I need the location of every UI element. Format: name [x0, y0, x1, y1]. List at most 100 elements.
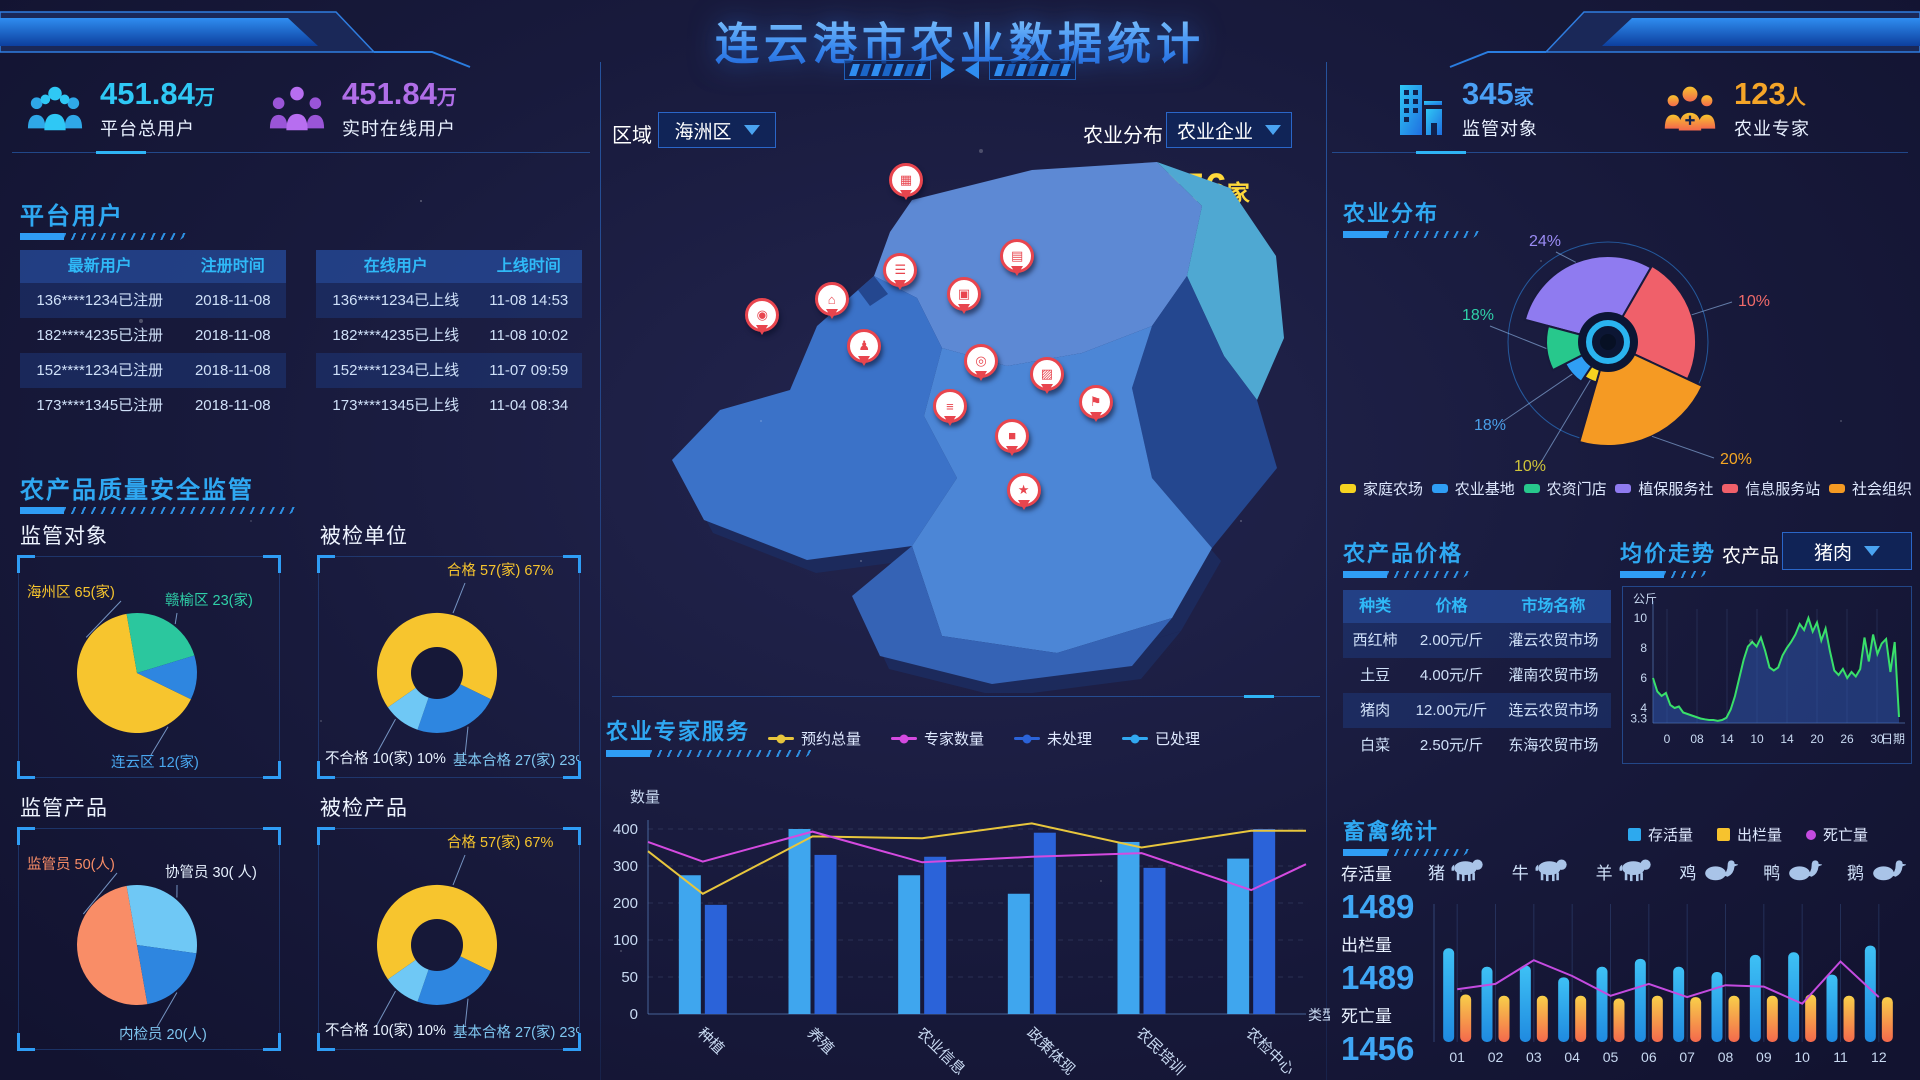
product-select[interactable]: 猪肉 [1782, 532, 1912, 570]
legend-item-信息服务站[interactable]: 信息服务站 [1722, 478, 1820, 499]
map-pin-image[interactable]: ▨ [1029, 356, 1064, 391]
bar-已处理 [788, 829, 811, 1014]
map-pin-globe[interactable]: ◉ [745, 298, 780, 333]
map-pin-building[interactable]: ■ [995, 418, 1030, 453]
svg-text:26: 26 [1840, 732, 1854, 746]
animal-羊[interactable]: 羊 [1596, 856, 1655, 887]
animal-label: 鹅 [1846, 864, 1864, 883]
legend-item-已处理[interactable]: 已处理 [1122, 728, 1200, 749]
table-cell: 136****1234已注册 [36, 292, 164, 309]
legend-item-出栏量[interactable]: 出栏量 [1717, 824, 1782, 845]
legend-item-农业基地[interactable]: 农业基地 [1431, 478, 1515, 499]
bar-存活量 [1558, 977, 1570, 1042]
map-pin-factory[interactable]: ▣ [947, 277, 982, 312]
animal-鹅[interactable]: 鹅 [1846, 856, 1907, 887]
svg-text:02: 02 [1488, 1049, 1504, 1065]
section-title-expert-service: 农业专家服务 [606, 719, 751, 744]
slice-label: 基本合格 27(家) 23% [453, 1024, 579, 1041]
svg-text:10: 10 [1634, 611, 1648, 625]
slice-label: 基本合格 27(家) 23% [453, 752, 579, 769]
bar-存活量 [1634, 958, 1646, 1042]
bar-未处理 [1033, 832, 1056, 1014]
bar-存活量 [1443, 948, 1455, 1042]
table-row: 136****1234已上线 11-08 14:53 [316, 283, 582, 318]
slice-label: 合格 57(家) 67% [447, 562, 553, 579]
distribution-select[interactable]: 农业企业 [1166, 112, 1292, 148]
table-cell: 182****4235已注册 [36, 327, 164, 344]
section-decoration [1343, 849, 1473, 856]
svg-text:10: 10 [1750, 732, 1764, 746]
map-pin-document[interactable]: ≡ [932, 389, 967, 424]
svg-text:6: 6 [1640, 671, 1647, 685]
legend-item-社会组织[interactable]: 社会组织 [1828, 478, 1912, 499]
map-pin-star[interactable]: ★ [1006, 472, 1041, 507]
line-专家数量 [647, 830, 1307, 892]
legend-marker [1806, 829, 1817, 840]
map-pin-list[interactable]: ☰ [883, 253, 918, 288]
legend-marker [1340, 484, 1356, 493]
legend-item-未处理[interactable]: 未处理 [1014, 728, 1092, 749]
svg-text:20: 20 [1810, 732, 1824, 746]
legend-item-预约总量[interactable]: 预约总量 [768, 728, 861, 749]
region-select[interactable]: 海洲区 [658, 112, 776, 148]
livestock-stat-存活量: 存活量 1489 [1341, 865, 1415, 925]
animal-icon [1449, 856, 1487, 887]
animal-猪[interactable]: 猪 [1428, 856, 1487, 887]
animal-鸡[interactable]: 鸡 [1679, 856, 1740, 887]
section-decoration [1343, 231, 1483, 238]
table-cell: 2.00元/斤 [1419, 632, 1484, 649]
svg-text:11: 11 [1833, 1049, 1848, 1065]
animal-icon [1533, 856, 1571, 887]
map-pin-person[interactable]: ♟ [847, 329, 882, 364]
map-pin-home[interactable]: ⌂ [814, 282, 849, 317]
stat-total-users: 451.84万 平台总用户 [26, 78, 215, 141]
animal-label: 牛 [1511, 864, 1529, 883]
legend-marker [1717, 828, 1731, 841]
region-select-value: 海洲区 [674, 121, 732, 143]
legend-item-存活量[interactable]: 存活量 [1628, 824, 1693, 845]
svg-text:0: 0 [1664, 732, 1671, 746]
header-emblem [844, 60, 1076, 80]
map-pin-grid[interactable]: ▦ [888, 163, 923, 198]
table-cell: 136****1234已上线 [332, 292, 460, 309]
legend-item-家庭农场[interactable]: 家庭农场 [1340, 478, 1423, 499]
animal-牛[interactable]: 牛 [1512, 856, 1571, 887]
column-header: 上线时间 [496, 258, 561, 275]
bar-已处理 [678, 875, 701, 1014]
svg-text:200: 200 [613, 895, 638, 912]
x-category: 养殖 [804, 1025, 837, 1058]
livestock-stat-出栏量: 出栏量 1489 [1341, 936, 1415, 996]
section-title-distribution: 农业分布 [1343, 201, 1440, 226]
svg-text:8: 8 [1640, 641, 1647, 655]
stat-supervised: 345家 监管对象 [1394, 78, 1538, 141]
map-pin-flag[interactable]: ⚑ [1078, 384, 1113, 419]
svg-text:400: 400 [613, 821, 638, 838]
table-cell: 2018-11-08 [194, 397, 271, 414]
bar-存活量 [1519, 965, 1531, 1042]
legend-item-专家数量[interactable]: 专家数量 [891, 728, 984, 749]
legend-item-死亡量[interactable]: 死亡量 [1806, 824, 1868, 845]
legend-label: 社会组织 [1851, 481, 1912, 498]
slice-label: 不合格 10(家) 10% [325, 1022, 446, 1039]
table-cell: 4.00元/斤 [1419, 667, 1484, 684]
svg-text:3.3: 3.3 [1630, 712, 1647, 726]
svg-text:0: 0 [630, 1006, 638, 1023]
column-header: 最新用户 [67, 258, 132, 275]
map-pin-location[interactable]: ◎ [964, 344, 999, 379]
animal-鸭[interactable]: 鸭 [1763, 856, 1824, 887]
legend-item-农资门店[interactable]: 农资门店 [1523, 478, 1607, 499]
table-cell: 173****1345已上线 [332, 397, 460, 414]
slice-label: 合格 57(家) 67% [447, 834, 553, 851]
bar-出栏量 [1690, 997, 1702, 1042]
distribution-rose-chart: 24% 10% 20% 10% 18% 18% [1462, 233, 1770, 474]
map-pin-bookmark[interactable]: ▤ [1000, 238, 1035, 273]
table-cell: 东海农贸市场 [1508, 737, 1599, 754]
district-map[interactable]: ▦ ☰ ▤ ▣ ⌂ ◉ ♟ ◎ ▨ ≡ ■ ⚑ ★ [612, 148, 1320, 697]
panel-subtitle: 监管对象 [20, 525, 108, 548]
table-row: 152****1234已注册 2018-11-08 [20, 353, 286, 388]
legend-item-植保服务社[interactable]: 植保服务社 [1615, 478, 1713, 499]
bar-未处理 [1143, 867, 1166, 1014]
table-row: 152****1234已上线 11-07 09:59 [316, 353, 582, 388]
column-header: 价格 [1435, 598, 1468, 615]
right-stat-band: 345家 监管对象 123人 农业专家 [1332, 64, 1908, 154]
